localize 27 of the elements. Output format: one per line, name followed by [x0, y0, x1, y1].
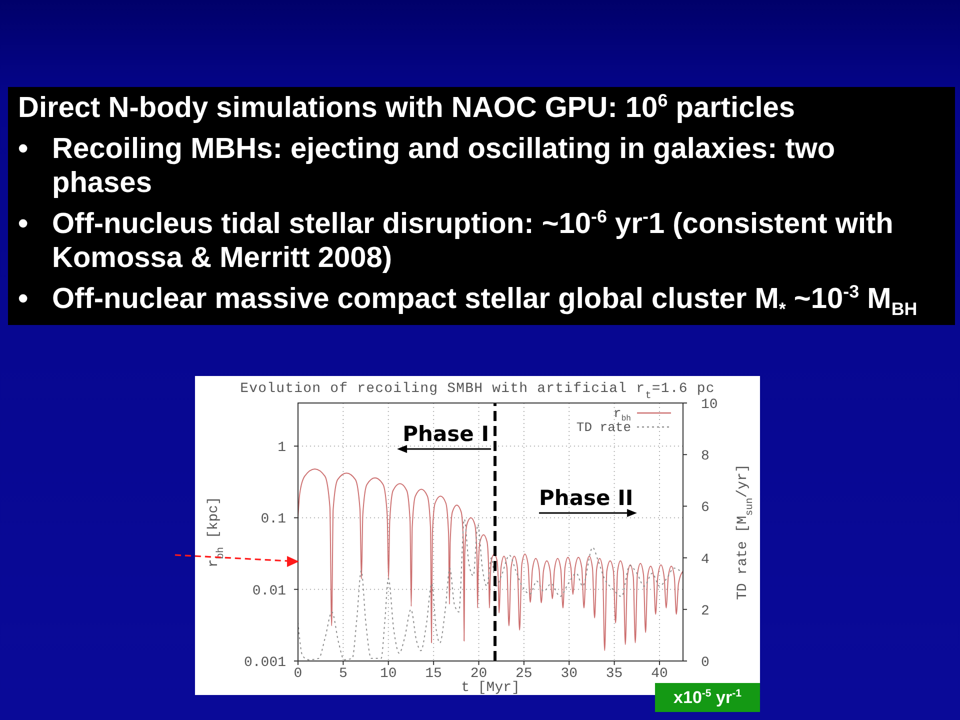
text: Direct N-body simulations with NAOC GPU: 10$^{6}$ particles: [18, 90, 796, 125]
x-tick-label: 20: [470, 666, 488, 682]
annotation: Phase I: [402, 422, 490, 446]
y2-tick-label: 8: [701, 448, 710, 465]
y2-tick-label: 4: [701, 552, 710, 568]
line-series: [298, 468, 683, 652]
annotation: Phase II: [539, 486, 634, 510]
x-tick-label: 0: [294, 666, 302, 682]
x-tick-label: 40: [651, 666, 668, 682]
x-tick-label: 5: [338, 666, 348, 682]
y2-tick-label: 6: [701, 500, 710, 516]
x-tick-label: 30: [560, 666, 578, 682]
x-tick-label: 10: [380, 666, 397, 682]
y-tick-label: 0.1: [260, 512, 286, 528]
x-axis-title: t [Myr]: [461, 680, 520, 696]
y2-tick-label: 0: [701, 654, 710, 671]
x-tick-label: 25: [516, 666, 532, 682]
text: • Off-nucleus tidal stellar disruption: ~10$^{-6}$ yr$^{-}$1 (consistent with Komossa & Merritt 2008): [18, 206, 894, 274]
y2-tick-label: 2: [701, 603, 710, 620]
x-tick-label: 15: [425, 666, 442, 682]
y-tick-label: 0.001: [244, 654, 286, 671]
y-tick-label: 1: [278, 440, 286, 456]
text: x10$^{-5}$ yr$^{-1}$: [674, 686, 742, 708]
x-tick-label: 35: [606, 666, 623, 682]
y-tick-label: 0.01: [252, 583, 286, 600]
text: • Off-nuclear massive compact stellar global cluster M$_{*}$ ~10$^{-3}$ M$_{BH}$: [18, 281, 918, 319]
line-series: [298, 518, 683, 660]
